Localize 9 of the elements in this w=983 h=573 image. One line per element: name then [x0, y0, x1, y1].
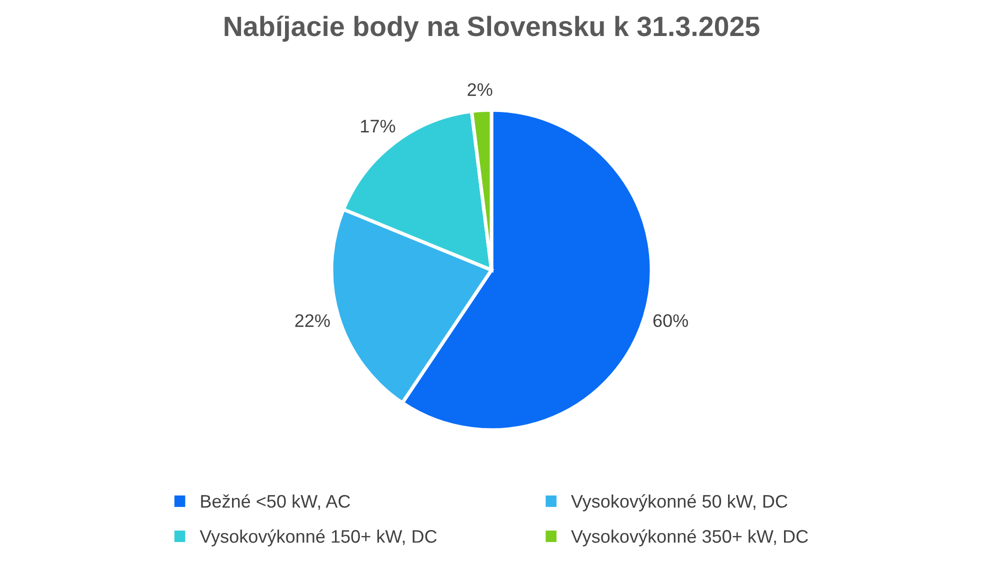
legend-label: Vysokovýkonné 350+ kW, DC [571, 529, 808, 546]
data-label: 22% [295, 314, 330, 327]
legend-label: Bežné <50 kW, AC [201, 494, 350, 510]
legend-label: Vysokovýkonné 150+ kW, DC [200, 529, 437, 546]
data-label: 2% [468, 83, 492, 96]
data-label: 17% [361, 120, 396, 132]
chart-title: Nabíjacie body na Slovensku k 31.3.2025 [224, 16, 760, 42]
data-label: 60% [653, 314, 688, 328]
legend-label: Vysokovýkonné 50 kW, DC [571, 494, 788, 512]
